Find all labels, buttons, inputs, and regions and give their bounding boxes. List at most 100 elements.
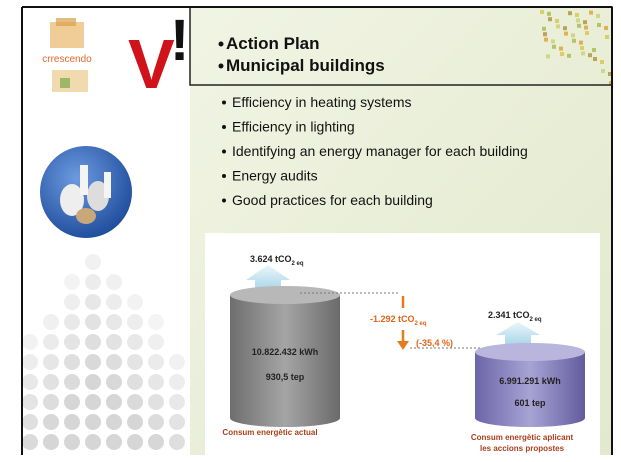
- dot: [148, 414, 164, 430]
- dot: [64, 354, 80, 370]
- energy-after: 6.991.291 kWh: [499, 376, 561, 386]
- dot: [106, 274, 122, 290]
- emission-sub: 2 eq: [530, 317, 542, 323]
- dot: [106, 314, 122, 330]
- bullet-item: Identifying an energy manager for each b…: [232, 143, 528, 159]
- corner-square: [563, 26, 567, 30]
- dot: [43, 354, 59, 370]
- caption-before: Consum energètic actual: [222, 428, 317, 437]
- dot: [64, 394, 80, 410]
- corner-square: [592, 48, 596, 52]
- corner-square: [585, 31, 589, 35]
- bullet-item: Energy audits: [232, 168, 318, 184]
- reduction-percent: (-35,4 %): [416, 338, 453, 348]
- corner-square: [544, 38, 548, 42]
- dot: [127, 314, 143, 330]
- corner-square: [575, 13, 579, 17]
- corner-square: [600, 60, 604, 64]
- corner-square: [546, 54, 550, 58]
- corner-square: [577, 24, 581, 28]
- corner-square: [584, 26, 588, 30]
- tep-before: 930,5 tep: [266, 372, 305, 382]
- dot: [127, 434, 143, 450]
- dot: [64, 434, 80, 450]
- dot: [43, 334, 59, 350]
- dot: [106, 374, 122, 390]
- dot: [169, 394, 185, 410]
- dot: [148, 354, 164, 370]
- corner-square: [560, 52, 564, 56]
- corner-square: [604, 26, 608, 30]
- corner-square: [568, 11, 572, 15]
- dot: [43, 414, 59, 430]
- dot: [85, 274, 101, 290]
- dot: [148, 434, 164, 450]
- corner-square: [540, 10, 544, 14]
- corner-square: [581, 51, 585, 55]
- emission-sub: 2 eq: [292, 261, 304, 267]
- dot: [127, 354, 143, 370]
- bullet-item: Good practices for each building: [232, 192, 433, 208]
- dot: [22, 394, 38, 410]
- corner-square: [576, 18, 580, 22]
- emission-value: -1.292 tCO: [370, 314, 415, 324]
- bullet-item: Efficiency in heating systems: [232, 94, 412, 110]
- dot: [64, 334, 80, 350]
- bullet-dot: [222, 199, 226, 203]
- corner-square: [559, 47, 563, 51]
- corner-square: [555, 19, 559, 23]
- title-bullet: [219, 64, 224, 69]
- dot: [85, 394, 101, 410]
- dot: [148, 314, 164, 330]
- dot: [127, 334, 143, 350]
- v-logo-exclaim: !: [170, 8, 189, 73]
- dot: [106, 394, 122, 410]
- dot: [106, 294, 122, 310]
- title-bullet: [219, 42, 224, 47]
- corner-square: [556, 24, 560, 28]
- dot: [64, 314, 80, 330]
- corner-square: [580, 46, 584, 50]
- corner-square: [572, 39, 576, 43]
- bullet-item: Efficiency in lighting: [232, 119, 355, 135]
- corner-square: [579, 41, 583, 45]
- cylinder-top: [475, 343, 585, 361]
- dot: [106, 434, 122, 450]
- corner-square: [583, 20, 587, 24]
- bullet-dot: [222, 174, 226, 178]
- dot: [106, 334, 122, 350]
- corner-square: [571, 33, 575, 37]
- dot: [85, 334, 101, 350]
- corner-square: [567, 54, 571, 58]
- dot: [43, 314, 59, 330]
- v-logo: V: [128, 25, 175, 103]
- corner-square: [547, 12, 551, 16]
- dot: [22, 434, 38, 450]
- dot: [22, 414, 38, 430]
- dot: [169, 434, 185, 450]
- dot: [127, 414, 143, 430]
- dot: [64, 374, 80, 390]
- dot: [127, 294, 143, 310]
- cylinder-top: [230, 286, 340, 304]
- slide: crrescendo V ! Action Plan Municipal bui…: [0, 0, 621, 462]
- dot: [64, 274, 80, 290]
- corner-square: [588, 53, 592, 57]
- energy-before: 10.822.432 kWh: [252, 347, 319, 357]
- bullet-dot: [222, 125, 226, 129]
- logo-text: crrescendo: [42, 54, 92, 65]
- dot: [148, 374, 164, 390]
- dot: [43, 434, 59, 450]
- emission-value: 3.624 tCO: [250, 254, 292, 264]
- corner-square: [542, 27, 546, 31]
- dot: [106, 354, 122, 370]
- title-line: Action Plan: [226, 34, 320, 53]
- cylinder-after: [475, 352, 585, 427]
- caption-after: Consum energètic aplicant: [471, 433, 574, 442]
- caption-after: les accions propostes: [480, 444, 565, 453]
- dot: [169, 354, 185, 370]
- corner-square: [543, 32, 547, 36]
- tep-after: 601 tep: [514, 398, 546, 408]
- dot: [148, 394, 164, 410]
- bullet-dot: [222, 101, 226, 105]
